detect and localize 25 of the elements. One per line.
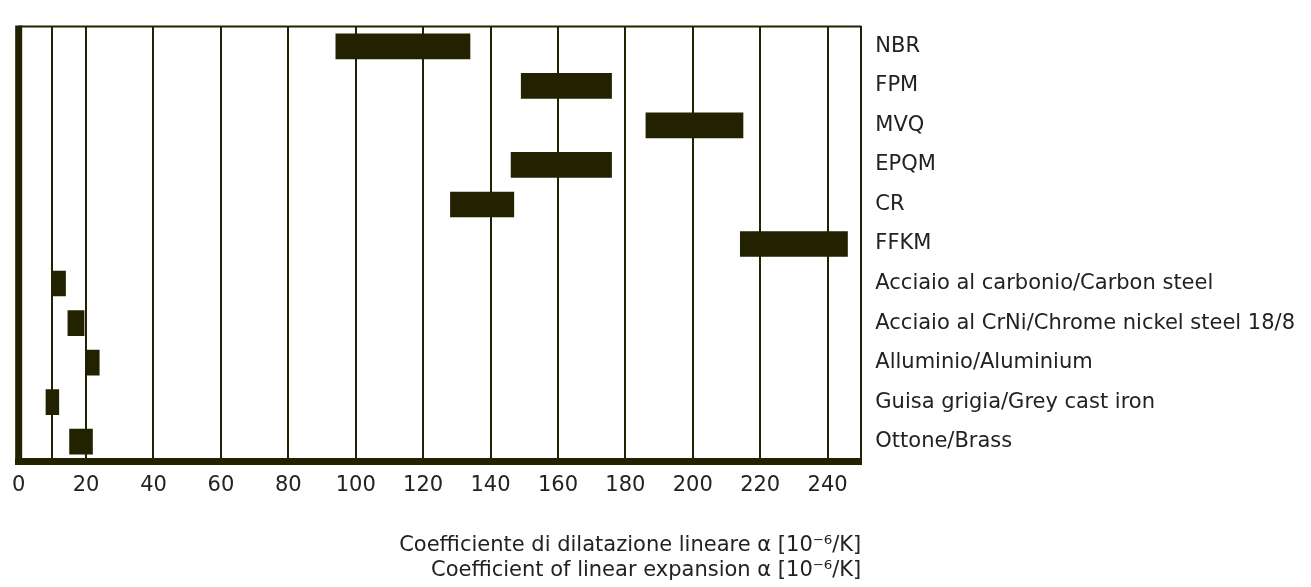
y-tick-label: EPQM xyxy=(875,151,936,176)
x-tick-label: 180 xyxy=(605,472,646,497)
y-tick-label: Acciaio al carbonio/Carbon steel xyxy=(875,269,1214,294)
x-tick-label: 20 xyxy=(72,472,100,497)
y-tick-label: CR xyxy=(875,190,905,215)
x-tick-label: 240 xyxy=(807,472,848,497)
x-tick-label: 120 xyxy=(403,472,444,497)
x-tick-label: 60 xyxy=(207,472,235,497)
x-tick-label: 200 xyxy=(672,472,713,497)
y-tick-label: Alluminio/Aluminium xyxy=(875,349,1093,374)
x-tick-label: 80 xyxy=(274,472,302,497)
x-tick-label: 160 xyxy=(537,472,578,497)
y-tick-label: NBR xyxy=(875,32,921,57)
x-tick-label: 0 xyxy=(11,472,26,497)
x-tick-label: 40 xyxy=(140,472,167,497)
y-tick-label: FPM xyxy=(875,72,919,97)
y-tick-label: Acciaio al CrNi/Chrome nickel steel 18/8 xyxy=(875,309,1295,334)
x-axis-title: Coefficiente di dilatazione lineare α [10⁻⁶/K] Coefficient of linear expansion α [10⁻⁶/K] xyxy=(399,531,862,581)
y-tick-label: MVQ xyxy=(875,111,925,136)
y-tick-label: Guisa grigia/Grey cast iron xyxy=(875,388,1156,413)
y-tick-label: Ottone/Brass xyxy=(875,428,1013,453)
y-tick-label: FFKM xyxy=(875,230,932,255)
x-tick-label: 220 xyxy=(740,472,781,497)
x-tick-label: 100 xyxy=(335,472,376,497)
x-tick-label: 140 xyxy=(470,472,511,497)
